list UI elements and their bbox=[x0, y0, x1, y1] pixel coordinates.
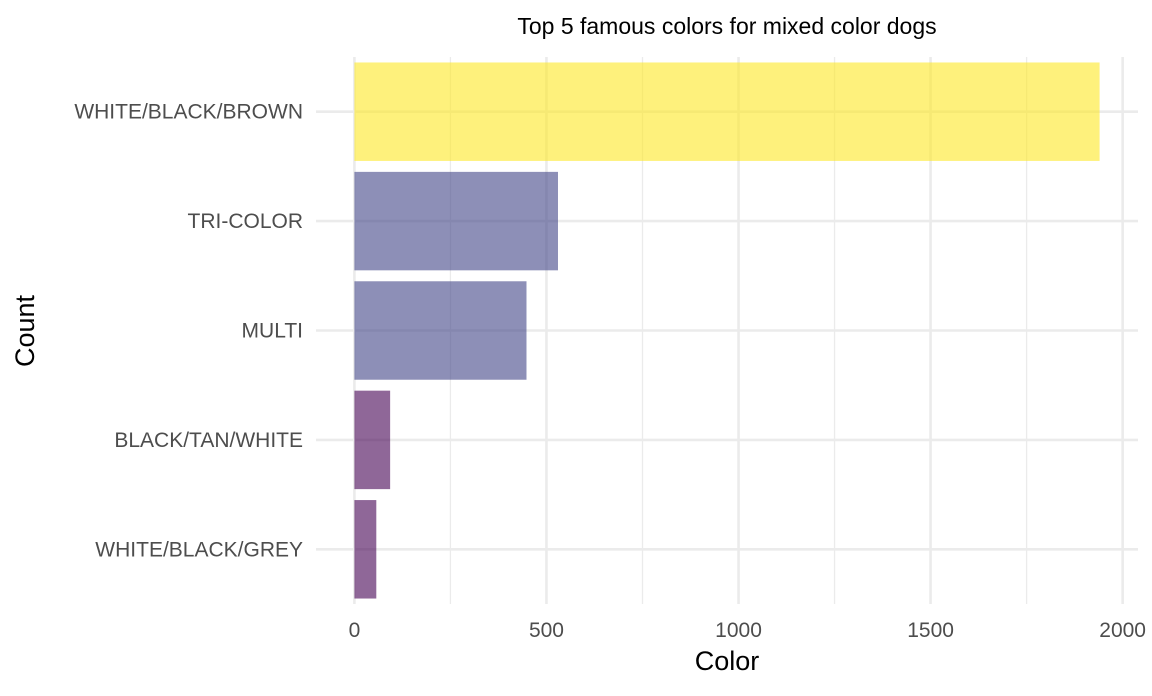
bar bbox=[354, 171, 558, 271]
bar-layer bbox=[354, 62, 1100, 599]
y-tick-labels: WHITE/BLACK/BROWN TRI-COLOR MULTI BLACK/TAN… bbox=[74, 101, 303, 562]
y-tick-label: TRI-COLOR bbox=[188, 210, 304, 233]
x-tick-label: 500 bbox=[529, 619, 564, 642]
x-tick-label: 1500 bbox=[907, 619, 954, 642]
y-axis-title: Count bbox=[10, 294, 40, 367]
bar bbox=[354, 62, 1100, 161]
x-tick-label: 0 bbox=[349, 619, 361, 642]
y-tick-label: WHITE/BLACK/GREY bbox=[95, 538, 303, 561]
y-tick-label: MULTI bbox=[242, 320, 303, 343]
x-axis-title: Color bbox=[695, 646, 760, 676]
chart-title: Top 5 famous colors for mixed color dogs bbox=[517, 13, 936, 39]
y-tick-label: WHITE/BLACK/BROWN bbox=[74, 101, 303, 124]
bar bbox=[354, 500, 377, 599]
x-tick-labels: 0 500 1000 1500 2000 bbox=[349, 619, 1146, 642]
y-tick-label: BLACK/TAN/WHITE bbox=[114, 429, 303, 452]
bar bbox=[354, 390, 391, 490]
bar bbox=[354, 281, 527, 380]
x-tick-label: 1000 bbox=[715, 619, 762, 642]
x-tick-label: 2000 bbox=[1099, 619, 1146, 642]
